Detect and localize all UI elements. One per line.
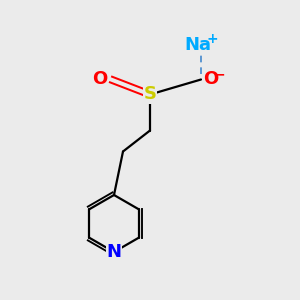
Text: Na: Na (184, 36, 212, 54)
Text: O: O (203, 70, 218, 88)
Text: −: − (214, 67, 225, 81)
Text: O: O (92, 70, 107, 88)
Text: S: S (143, 85, 157, 103)
Text: +: + (207, 32, 218, 46)
Text: N: N (106, 243, 122, 261)
